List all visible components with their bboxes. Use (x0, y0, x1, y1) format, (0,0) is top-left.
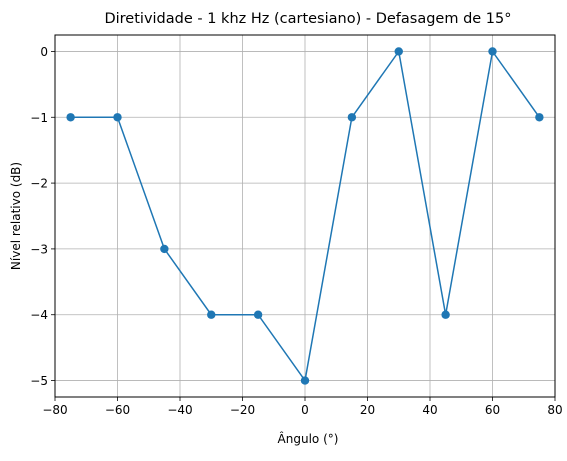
x-tick-label: −20 (230, 403, 255, 417)
x-axis-label: Ângulo (°) (278, 431, 339, 446)
data-point (347, 113, 357, 122)
chart-title: Diretividade - 1 khz Hz (cartesiano) - D… (104, 11, 511, 27)
data-point (113, 113, 122, 122)
y-axis-label: Nível relativo (dB) (9, 162, 23, 270)
y-tick-label: −2 (30, 177, 48, 191)
data-point (66, 113, 75, 122)
x-tick-label: 20 (360, 403, 375, 417)
y-tick-label: −1 (30, 111, 48, 125)
x-tick-label: −40 (167, 403, 192, 417)
y-tick-label: −4 (30, 308, 48, 322)
x-tick-label: −80 (42, 403, 67, 417)
x-tick-label: 60 (485, 403, 500, 417)
y-tick-label: −5 (30, 374, 48, 388)
x-tick-label: 80 (547, 403, 562, 417)
x-tick-label: 0 (301, 403, 309, 417)
x-tick-label: −60 (105, 403, 130, 417)
data-point (253, 310, 263, 319)
data-point (394, 47, 403, 56)
data-point (488, 47, 497, 56)
y-tick-label: 0 (40, 45, 48, 59)
x-tick-label: 40 (422, 403, 437, 417)
ticks: −80 −60 −40 −20 0 20 40 60 80 0 −1 −2 −3 −4 −5 (30, 45, 562, 417)
data-point (441, 310, 450, 319)
series-group (66, 47, 544, 385)
data-point (160, 244, 169, 254)
data-point (207, 310, 216, 319)
y-tick-label: −3 (30, 242, 48, 256)
data-point (535, 113, 544, 122)
data-point (300, 376, 310, 385)
